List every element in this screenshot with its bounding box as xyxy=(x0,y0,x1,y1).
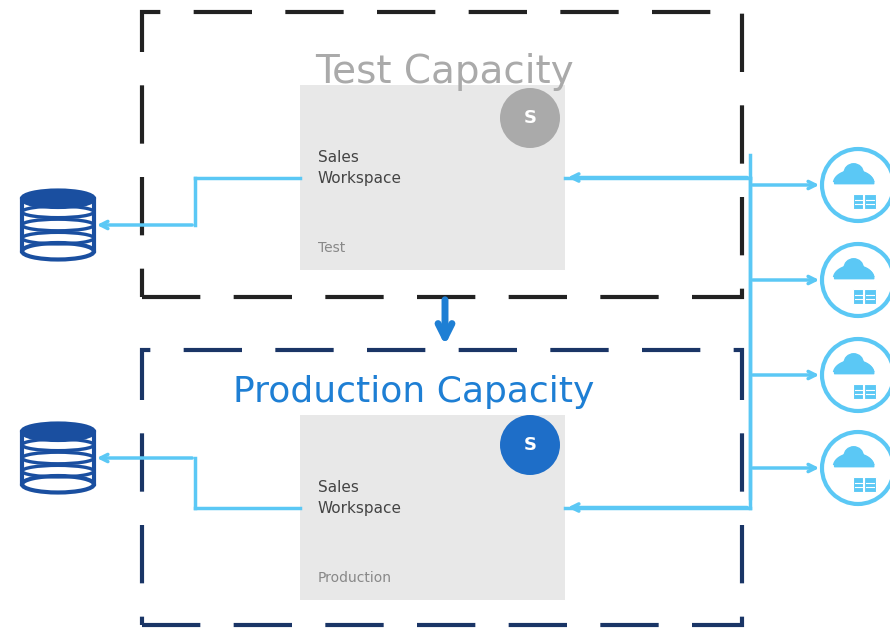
Ellipse shape xyxy=(22,243,94,260)
Text: Sales
Workspace: Sales Workspace xyxy=(318,480,402,516)
Circle shape xyxy=(822,244,890,316)
Circle shape xyxy=(500,415,560,475)
Circle shape xyxy=(500,88,560,148)
Bar xyxy=(22,199,94,251)
Bar xyxy=(864,288,876,304)
Bar xyxy=(853,194,864,209)
Bar xyxy=(142,12,742,297)
Circle shape xyxy=(822,339,890,411)
Bar xyxy=(864,477,876,492)
Bar xyxy=(300,415,565,600)
Bar xyxy=(853,477,864,492)
Text: Sales
Workspace: Sales Workspace xyxy=(318,150,402,186)
Ellipse shape xyxy=(22,476,94,493)
Bar xyxy=(142,350,742,625)
Bar xyxy=(864,194,876,209)
Text: Production: Production xyxy=(318,571,392,585)
Bar xyxy=(853,288,864,304)
Circle shape xyxy=(844,353,863,373)
Ellipse shape xyxy=(22,191,94,207)
Bar xyxy=(22,432,94,484)
Text: Test: Test xyxy=(318,241,345,255)
Circle shape xyxy=(822,149,890,221)
Text: Test Capacity: Test Capacity xyxy=(315,53,573,91)
Circle shape xyxy=(822,432,890,504)
Circle shape xyxy=(844,164,863,183)
Circle shape xyxy=(844,447,863,466)
Text: S: S xyxy=(523,436,537,454)
Text: Production Capacity: Production Capacity xyxy=(233,375,595,409)
Circle shape xyxy=(844,259,863,278)
Text: S: S xyxy=(523,109,537,127)
Bar xyxy=(864,383,876,399)
Ellipse shape xyxy=(22,424,94,440)
Bar xyxy=(853,383,864,399)
Bar xyxy=(300,85,565,270)
